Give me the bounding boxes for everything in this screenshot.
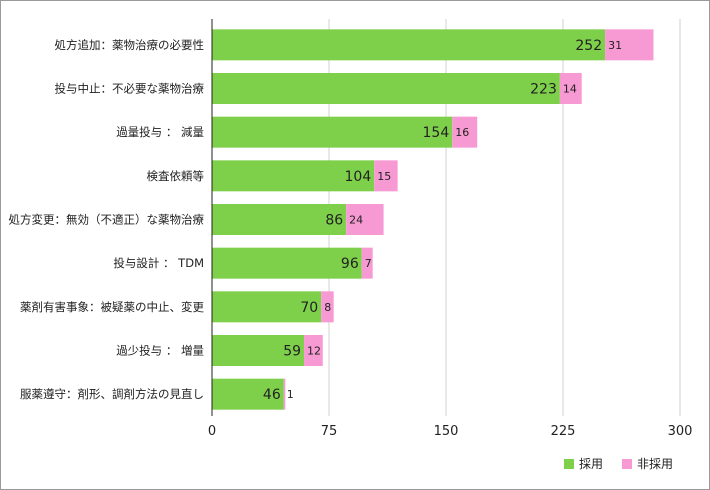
category-label: 処方変更：無効（不適正）な薬物治療 (9, 213, 205, 227)
bar-segment-adopted (212, 160, 375, 192)
bar-segment-not-adopted (346, 204, 384, 235)
legend-label-not-adopted: 非採用 (637, 457, 673, 471)
value-label-adopted: 59 (283, 344, 301, 360)
value-label-not-adopted: 14 (563, 83, 577, 96)
value-label-adopted: 70 (300, 300, 318, 316)
value-label-not-adopted: 16 (455, 126, 469, 139)
bar-segment-not-adopted (321, 291, 334, 323)
category-label: 処方追加：薬物治療の必要性 (55, 38, 205, 52)
category-label: 投与設計 ： TDM (113, 256, 204, 270)
bar-segment-adopted (212, 291, 322, 323)
value-label-adopted: 96 (341, 256, 359, 272)
value-label-adopted: 154 (423, 125, 450, 141)
category-label: 検査依頼等 (147, 169, 205, 183)
value-label-not-adopted: 8 (324, 301, 331, 314)
value-label-not-adopted: 7 (365, 257, 372, 270)
legend-swatch-not-adopted (622, 459, 632, 469)
category-label: 投与中止：不必要な薬物治療 (55, 82, 205, 96)
bar-segment-adopted (212, 247, 362, 279)
category-label: 服薬遵守：剤形、調剤方法の見直し (20, 387, 204, 401)
legend-swatch-adopted (564, 459, 574, 469)
value-label-not-adopted: 12 (307, 345, 321, 358)
bar-segment-not-adopted (283, 378, 286, 410)
bar-segment-adopted (212, 335, 305, 366)
bar-segment-not-adopted (374, 160, 398, 192)
x-tick-label: 75 (321, 424, 338, 439)
category-label: 過量投与 ： 減量 (116, 125, 204, 139)
bar-segment-not-adopted (559, 73, 582, 104)
value-label-not-adopted: 15 (377, 170, 391, 183)
bar-segment-adopted (212, 116, 453, 148)
value-label-adopted: 223 (530, 82, 557, 98)
bar-segment-adopted (212, 29, 606, 61)
category-label: 過少投与 ： 増量 (116, 344, 204, 358)
value-label-adopted: 252 (575, 38, 602, 54)
x-tick-label: 225 (551, 424, 576, 439)
bar-segment-not-adopted (605, 29, 654, 61)
value-label-adopted: 86 (325, 213, 343, 229)
bar-segment-adopted (212, 378, 284, 410)
bar-segment-adopted (212, 204, 347, 235)
bar-segment-not-adopted (452, 116, 478, 148)
bar-segment-not-adopted (361, 247, 373, 279)
value-label-adopted: 46 (263, 387, 281, 403)
value-label-not-adopted: 1 (287, 388, 294, 401)
x-tick-label: 300 (668, 424, 693, 439)
bar-segment-not-adopted (304, 335, 323, 366)
value-label-adopted: 104 (345, 169, 372, 185)
value-label-not-adopted: 24 (349, 214, 363, 227)
category-label: 薬剤有害事象：被疑薬の中止、変更 (20, 300, 204, 314)
x-tick-label: 150 (434, 424, 459, 439)
x-tick-label: 0 (208, 424, 216, 439)
legend-label-adopted: 採用 (579, 457, 603, 471)
bar-segment-adopted (212, 73, 560, 104)
value-label-not-adopted: 31 (608, 39, 622, 52)
